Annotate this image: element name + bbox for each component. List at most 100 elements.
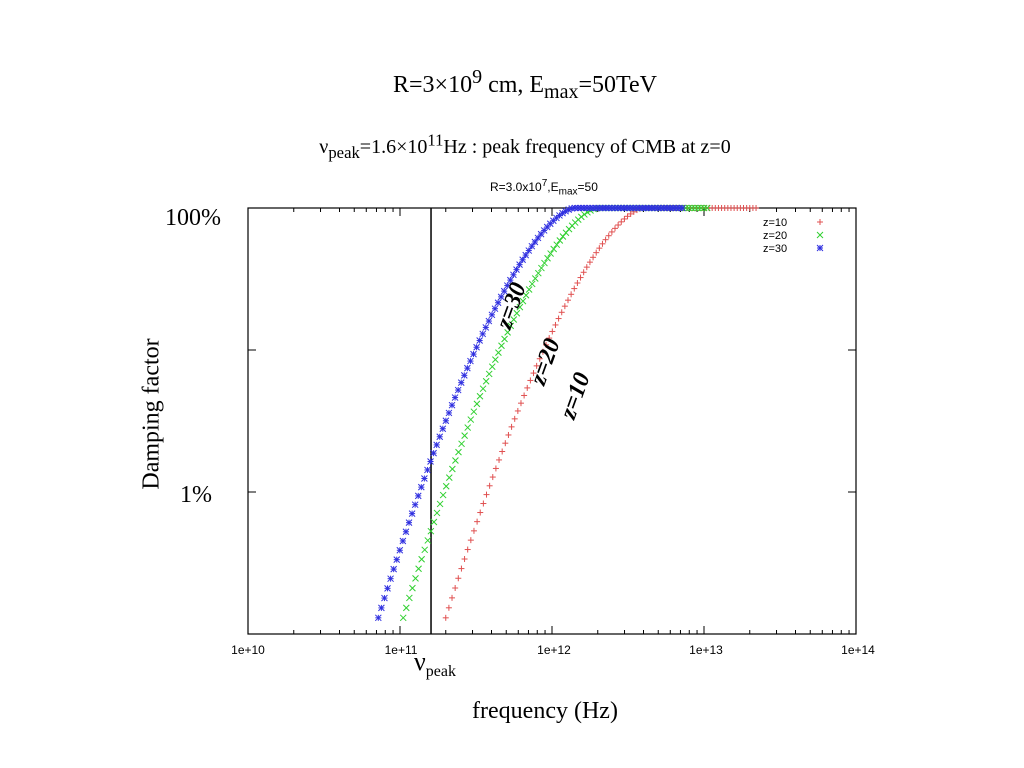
data-point-z30	[396, 546, 404, 554]
data-point-z20	[485, 370, 493, 378]
legend-marker-z10	[817, 219, 823, 225]
data-point-z30	[531, 238, 539, 246]
data-point-z20	[700, 204, 708, 212]
data-point-z30	[414, 492, 422, 500]
data-point-z30	[393, 556, 401, 563]
data-point-z10	[483, 491, 490, 498]
slide-title: R=3×109 cm, Emax=50TeV	[392, 66, 657, 103]
data-point-z30	[442, 417, 450, 425]
data-point-z30	[445, 409, 453, 417]
data-point-z30	[494, 299, 502, 307]
data-point-z20	[464, 424, 472, 431]
data-point-z10	[452, 585, 459, 592]
data-point-z20	[482, 377, 490, 385]
data-point-z10	[612, 225, 619, 232]
data-point-z10	[555, 315, 562, 322]
data-point-z20	[442, 482, 450, 490]
data-point-z20	[461, 432, 468, 439]
data-point-z10	[461, 556, 468, 563]
data-point-z10	[577, 274, 584, 281]
data-point-z20	[458, 440, 465, 448]
data-point-z20	[424, 537, 432, 544]
data-point-z20	[534, 269, 542, 277]
data-point-z20	[415, 565, 422, 573]
data-point-z30	[448, 401, 456, 409]
y-tick-label-100: 100%	[165, 205, 221, 231]
data-point-z30	[467, 357, 474, 365]
data-point-z10	[524, 384, 531, 391]
data-point-z30	[497, 293, 505, 301]
data-point-z10	[552, 321, 559, 328]
data-point-z10	[571, 285, 578, 292]
data-point-z20	[504, 329, 511, 336]
data-point-z10	[586, 259, 593, 266]
data-point-z20	[691, 204, 699, 212]
data-point-z30	[378, 604, 385, 612]
plot-title: R=3.0x107,Emax=50	[490, 178, 598, 198]
data-point-z20	[541, 259, 548, 267]
slide-subtitle: νpeak=1.6×1011Hz : peak frequency of CMB…	[319, 130, 731, 162]
data-point-z30	[381, 594, 388, 602]
data-point-z10	[505, 431, 512, 438]
data-point-z30	[503, 282, 511, 289]
data-point-z10	[753, 205, 760, 211]
data-point-z30	[510, 271, 517, 279]
data-point-z20	[498, 342, 505, 350]
x-tick-label-1e13: 1e+13	[689, 643, 723, 657]
data-point-z10	[602, 236, 609, 243]
data-point-z10	[496, 456, 503, 463]
x-tick-label-1e10: 1e+10	[231, 643, 265, 657]
data-point-z30	[635, 204, 643, 212]
data-point-z10	[442, 614, 449, 621]
data-point-z30	[464, 364, 471, 372]
data-point-z10	[521, 392, 528, 399]
data-point-z20	[556, 237, 564, 244]
data-point-z10	[508, 423, 515, 430]
data-point-z10	[543, 341, 550, 348]
legend-label-z30: z=30	[763, 243, 787, 255]
data-point-z20	[501, 335, 508, 343]
data-point-z30	[411, 501, 419, 509]
data-point-z10	[533, 362, 540, 369]
data-point-z10	[536, 355, 543, 362]
x-axis-label: frequency (Hz)	[472, 698, 618, 724]
data-point-z30	[620, 204, 628, 212]
data-point-z30	[399, 537, 407, 545]
data-point-z30	[405, 519, 413, 527]
data-point-z10	[499, 448, 506, 455]
data-point-z10	[593, 249, 600, 256]
data-point-z10	[517, 400, 524, 407]
data-point-z30	[417, 483, 425, 491]
data-point-z30	[519, 256, 526, 264]
data-point-z30	[430, 449, 437, 457]
data-point-z30	[491, 305, 499, 313]
data-point-z10	[514, 407, 521, 414]
data-point-z20	[559, 233, 567, 240]
data-point-z20	[467, 416, 475, 423]
data-point-z30	[439, 425, 447, 433]
data-point-z30	[460, 371, 468, 379]
data-point-z30	[513, 266, 520, 274]
data-point-z30	[543, 223, 551, 231]
data-point-z20	[409, 584, 416, 592]
data-point-z10	[624, 213, 631, 220]
data-point-z30	[433, 441, 441, 449]
data-point-z10	[480, 500, 487, 507]
data-point-z30	[675, 204, 683, 212]
data-point-z10	[618, 218, 625, 225]
data-point-z30	[470, 350, 477, 358]
data-point-z20	[694, 204, 702, 212]
data-point-z20	[553, 241, 561, 249]
data-point-z20	[399, 614, 407, 622]
data-point-z30	[482, 324, 490, 331]
data-point-z30	[485, 317, 493, 325]
data-point-z10	[608, 228, 615, 235]
data-point-z10	[546, 335, 553, 342]
data-point-z20	[439, 491, 447, 499]
data-point-z20	[544, 254, 551, 262]
data-point-z20	[525, 286, 533, 293]
data-point-z30	[479, 330, 487, 338]
data-point-z30	[605, 204, 612, 212]
data-point-z10	[596, 245, 603, 252]
